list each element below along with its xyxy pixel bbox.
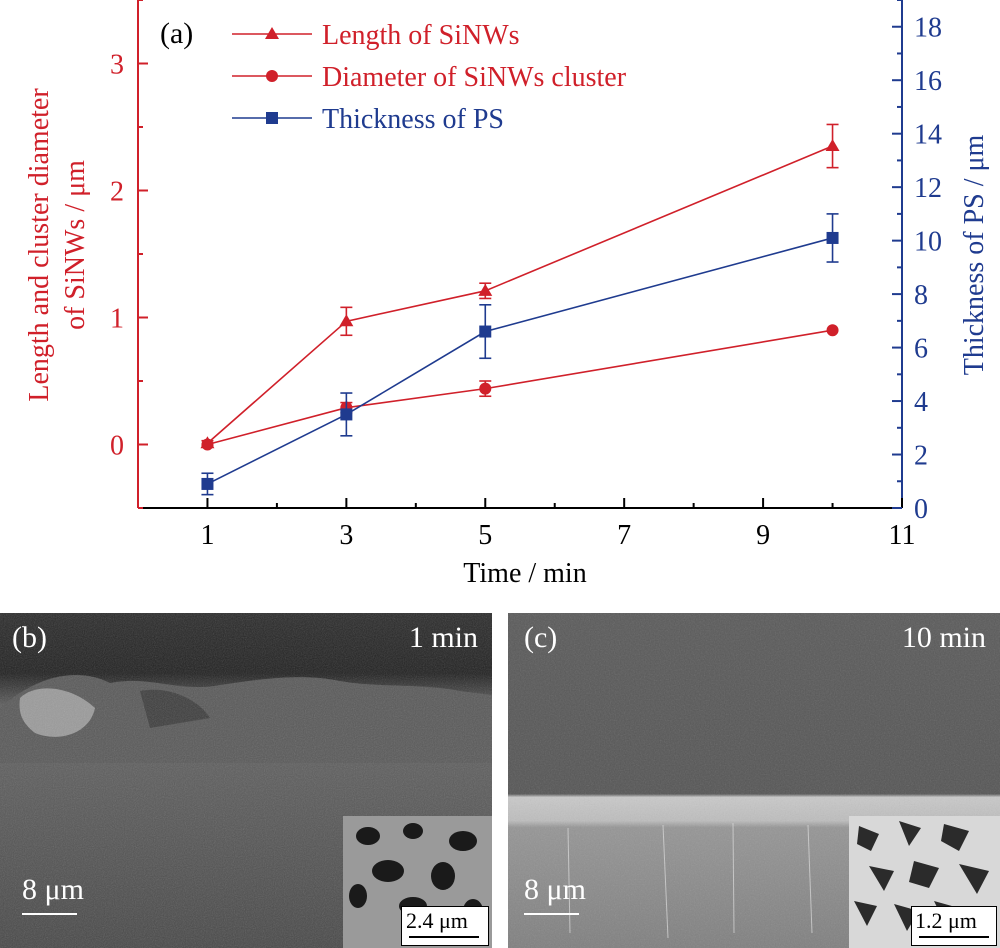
data-point-1 xyxy=(478,283,493,296)
x-tick-label: 5 xyxy=(478,520,492,551)
y-tick-label-right: 12 xyxy=(914,173,942,204)
y-tick-label-right: 4 xyxy=(914,387,928,418)
y-tick-label-right: 10 xyxy=(914,227,942,258)
data-point-3 xyxy=(340,408,353,421)
legend-marker-1 xyxy=(265,27,279,39)
inset-scale-box-c xyxy=(911,906,997,946)
y-tick-label-right: 6 xyxy=(914,334,928,365)
panel-label-a: (a) xyxy=(160,17,193,50)
chart-series xyxy=(200,123,840,496)
y-tick-label-right: 18 xyxy=(914,13,942,44)
scale-bar-text-b: 8 μm xyxy=(22,873,84,906)
legend-marker-3 xyxy=(266,112,278,124)
y-axis-label-right: Thickness of PS / μm xyxy=(959,134,990,375)
inset-scale-text-c: 1.2 μm xyxy=(915,908,977,933)
y-axis-label-left-line1: Length and cluster diameter xyxy=(24,88,55,402)
scale-bar-b xyxy=(22,913,77,915)
x-tick-label: 7 xyxy=(617,520,631,551)
inset-scale-bar-b xyxy=(409,936,479,938)
inset-scale-bar-c xyxy=(919,936,989,938)
scale-bar-c xyxy=(524,913,579,915)
x-axis-label: Time / min xyxy=(463,558,586,589)
data-point-1 xyxy=(825,139,840,152)
y-tick-label-left: 1 xyxy=(110,304,124,335)
panel-label-c: (c) xyxy=(524,621,558,654)
data-point-2 xyxy=(479,382,492,395)
legend-label-2: Diameter of SiNWs cluster xyxy=(322,62,627,93)
sem-image-b xyxy=(0,613,492,948)
sem-panel-b: (b) 1 min 8 μm 2.4 μm xyxy=(0,613,492,948)
data-point-1 xyxy=(339,314,354,327)
legend-label-3: Thickness of PS xyxy=(322,104,504,135)
inset-image-b: 2.4 μm xyxy=(343,816,492,948)
data-point-3 xyxy=(201,477,214,490)
chart-legend: Length of SiNWs Diameter of SiNWs cluster… xyxy=(232,20,627,135)
y-tick-label-right: 0 xyxy=(914,494,928,525)
data-point-3 xyxy=(479,325,492,338)
legend-label-1: Length of SiNWs xyxy=(322,20,520,51)
series-line-1 xyxy=(206,145,833,444)
data-point-2 xyxy=(826,324,839,337)
panel-label-b: (b) xyxy=(12,621,47,654)
data-point-2 xyxy=(201,438,214,451)
series-line-3 xyxy=(207,237,833,485)
data-point-3 xyxy=(826,231,839,244)
y-tick-label-right: 8 xyxy=(914,280,928,311)
y-tick-label-left: 3 xyxy=(110,50,124,81)
sem-image-c xyxy=(508,613,1000,948)
inset-image-c: 1.2 μm xyxy=(849,816,1000,948)
y-tick-label-right: 2 xyxy=(914,441,928,472)
series-line-2 xyxy=(207,329,833,446)
scale-bar-text-c: 8 μm xyxy=(524,873,586,906)
y-tick-label-right: 16 xyxy=(914,66,942,97)
y-tick-label-left: 2 xyxy=(110,177,124,208)
x-tick-label: 1 xyxy=(200,520,214,551)
y-axis-label-left-line2: of SiNWs / μm xyxy=(60,160,91,330)
x-tick-label: 3 xyxy=(339,520,353,551)
inset-scale-text-b: 2.4 μm xyxy=(406,908,468,933)
time-label-b: 1 min xyxy=(408,621,478,654)
y-tick-label-left: 0 xyxy=(110,431,124,462)
legend-marker-2 xyxy=(266,70,278,82)
inset-scale-box-b xyxy=(401,906,489,946)
x-tick-label: 11 xyxy=(889,520,916,551)
time-label-c: 10 min xyxy=(901,621,986,654)
y-tick-label-right: 14 xyxy=(914,120,942,151)
x-tick-label: 9 xyxy=(756,520,770,551)
sem-panel-c: (c) 10 min 8 μm 1.2 μm xyxy=(508,613,1000,948)
